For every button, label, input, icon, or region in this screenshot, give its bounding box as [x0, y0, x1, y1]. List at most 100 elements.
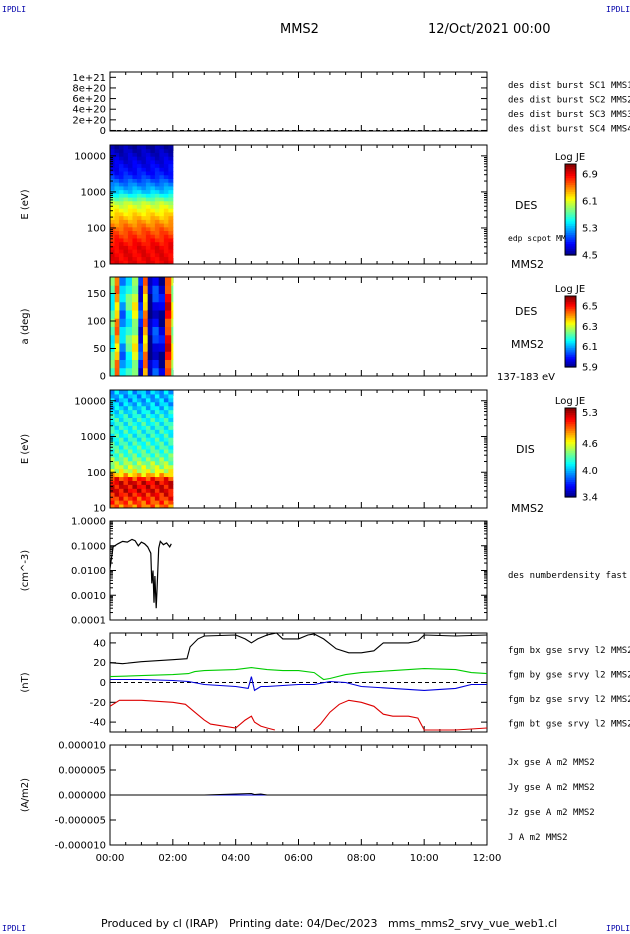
spectrogram-cell [118, 230, 124, 235]
spectrogram-cell [136, 211, 142, 217]
spectrogram-cell [127, 159, 133, 165]
pitch-angle-cell [158, 334, 166, 344]
spectrogram-cell [145, 189, 151, 194]
spectrogram-cell [145, 421, 151, 426]
pitch-angle-cell [125, 343, 133, 352]
colorbar-tick-label: 3.4 [582, 493, 598, 504]
pitch-angle-cell [114, 318, 120, 327]
colorbar-title: Log JE [555, 284, 585, 295]
spectrogram-cell [132, 456, 138, 462]
spectrogram-cell [145, 178, 151, 183]
y-tick-label: 0.0010 [71, 591, 106, 602]
spectrogram-cell [150, 174, 156, 179]
spectrogram-cell [132, 208, 138, 213]
spectrogram-cell [150, 178, 156, 183]
pitch-angle-cell [110, 310, 116, 319]
spectrogram-cell [145, 260, 151, 265]
spectrogram-cell [168, 156, 174, 161]
spectrogram-cell [150, 197, 156, 202]
spectrogram-cell [118, 204, 124, 209]
pitch-angle-cell [138, 318, 144, 327]
spectrogram-cell [145, 429, 151, 434]
spectrogram-cell [141, 241, 147, 246]
spectrogram-cell [114, 480, 120, 485]
y-tick-label: 0 [100, 678, 106, 689]
y-tick-label: 0 [100, 372, 106, 383]
spectrogram-cell [154, 476, 160, 481]
spectrogram-cell [159, 425, 165, 430]
legend-entry: Jx gse A m2 MMS2 [508, 758, 595, 768]
spectrogram-cell [110, 252, 115, 258]
colorbar-tick-label: 4.0 [582, 466, 598, 477]
spectrogram-cell [145, 167, 151, 172]
spectrogram-cell [150, 393, 156, 399]
y-tick-label: 0 [100, 126, 106, 137]
colorbar-pitch-angle-segment [565, 319, 576, 322]
spectrogram-cell [141, 421, 147, 426]
spectrogram-cell [150, 405, 156, 411]
spectrogram-cell [163, 390, 169, 395]
spectrogram-cell [141, 193, 147, 198]
y-tick-label: -20 [90, 698, 106, 709]
colorbar-dis-energy-segment [565, 463, 576, 467]
spectrogram-cell [123, 464, 129, 470]
colorbar-dis-energy-segment [565, 443, 576, 447]
spectrogram-cell [145, 397, 151, 403]
spectrogram-cell [159, 437, 165, 442]
pitch-angle-cell [171, 334, 174, 344]
colorbar-des-energy-segment [565, 164, 576, 167]
spectrogram-cell [159, 405, 165, 411]
spectrogram-cell [154, 174, 160, 179]
spectrogram-cell [127, 433, 133, 438]
spectrogram-cell [114, 488, 120, 493]
panel-label: MMS2 [511, 338, 544, 351]
colorbar-pitch-angle-segment [565, 301, 576, 304]
spectrogram-cell [132, 260, 138, 265]
spectrogram-cell [150, 226, 156, 232]
pitch-angle-cell [164, 277, 172, 286]
spectrogram-cell [150, 437, 156, 442]
pitch-angle-cell [152, 318, 160, 327]
spectrogram-cell [136, 464, 142, 470]
spectrogram-cell [132, 417, 138, 422]
spectrogram-cell [141, 226, 147, 232]
spectrogram-cell [145, 163, 151, 168]
spectrogram-cell [118, 496, 124, 501]
spectrogram-cell [136, 429, 142, 434]
spectrogram-cell [123, 241, 129, 246]
pitch-angle-cell [119, 334, 127, 344]
spectrogram-cell [163, 249, 169, 254]
colorbar-dis-energy-segment [565, 416, 576, 420]
colorbar-pitch-angle-segment [565, 342, 576, 345]
colorbar-dis-energy-segment [565, 432, 576, 436]
spectrogram-cell [159, 156, 165, 161]
spectrogram-cell [154, 237, 160, 243]
y-tick-label: 4e+20 [72, 105, 106, 116]
spectrogram-cell [159, 152, 165, 157]
spectrogram-cell [136, 480, 142, 485]
spectrogram-cell [168, 245, 174, 250]
y-axis-label: (nT) [20, 672, 31, 692]
colorbar-pitch-angle-segment [565, 358, 576, 361]
pitch-angle-cell [164, 343, 172, 352]
spectrogram-cell [114, 223, 120, 228]
spectrogram-cell [141, 197, 147, 202]
spectrogram-cell [168, 167, 174, 172]
spectrogram-cell [132, 484, 138, 489]
spectrogram-cell [168, 234, 174, 239]
spectrogram-cell [168, 413, 174, 419]
spectrogram-cell [118, 429, 124, 434]
pitch-angle-cell [158, 277, 166, 286]
spectrogram-cell [127, 252, 133, 258]
colorbar-pitch-angle-segment [565, 327, 576, 331]
spectrogram-cell [154, 234, 160, 239]
spectrogram-cell [123, 425, 129, 430]
colorbar-pitch-angle-segment [565, 306, 576, 310]
y-tick-label: 0.000010 [58, 741, 106, 752]
pitch-angle-cell [171, 351, 174, 360]
spectrogram-cell [141, 211, 147, 217]
spectrogram-cell [141, 496, 147, 501]
colorbar-dis-energy-segment [565, 436, 576, 440]
colorbar-pitch-angle-segment [565, 338, 576, 341]
spectrogram-cell [114, 504, 120, 509]
